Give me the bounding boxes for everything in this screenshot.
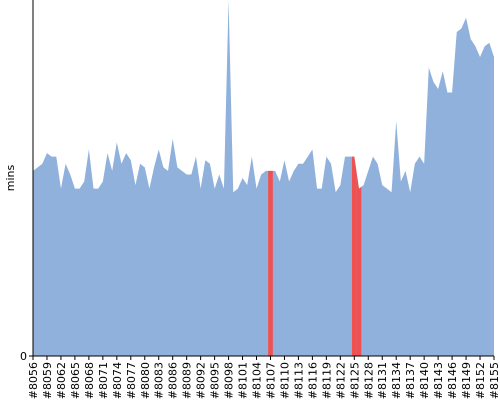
y-tick-label: 0 — [20, 350, 27, 363]
x-tick-label: #8131 — [376, 362, 389, 399]
x-tick-label: #8065 — [69, 362, 82, 399]
x-tick-label: #8062 — [55, 362, 68, 399]
y-axis-label: mins — [4, 164, 17, 191]
x-tick-label: #8134 — [390, 362, 403, 399]
x-tick-label: #8104 — [251, 362, 264, 399]
x-tick-label: #8092 — [195, 362, 208, 399]
x-tick-label: #8074 — [111, 362, 124, 399]
x-tick-label: #8080 — [139, 362, 152, 399]
x-tick-label: #8059 — [41, 362, 54, 399]
area — [33, 0, 494, 356]
x-tick-label: #8107 — [264, 362, 277, 399]
x-tick-label: #8113 — [292, 362, 305, 399]
x-tick-label: #8098 — [223, 362, 236, 399]
x-tick-label: #8155 — [488, 362, 500, 399]
failed-build — [268, 170, 273, 356]
x-tick-label: #8125 — [348, 362, 361, 399]
x-tick-label: #8089 — [181, 362, 194, 399]
failed-build — [351, 156, 357, 356]
x-tick-label: #8056 — [27, 362, 40, 399]
x-tick-label: #8119 — [320, 362, 333, 399]
x-tick-label: #8116 — [306, 362, 319, 399]
failed-build — [356, 172, 362, 356]
x-tick-label: #8137 — [404, 362, 417, 399]
x-tick-label: #8128 — [362, 362, 375, 399]
x-tick-label: #8083 — [153, 362, 166, 399]
x-tick-label: #8086 — [167, 362, 180, 399]
x-tick-label: #8077 — [125, 362, 138, 399]
x-tick-label: #8152 — [474, 362, 487, 399]
x-tick-label: #8140 — [418, 362, 431, 399]
x-tick-label: #8146 — [446, 362, 459, 399]
x-tick-label: #8095 — [209, 362, 222, 399]
x-tick-label: #8071 — [97, 362, 110, 399]
x-tick-label: #8110 — [278, 362, 291, 399]
x-tick-label: #8149 — [460, 362, 473, 399]
x-tick-label: #8101 — [237, 362, 250, 399]
x-tick-label: #8122 — [334, 362, 347, 399]
x-tick-label: #8143 — [432, 362, 445, 399]
x-tick-label: #8068 — [83, 362, 96, 399]
